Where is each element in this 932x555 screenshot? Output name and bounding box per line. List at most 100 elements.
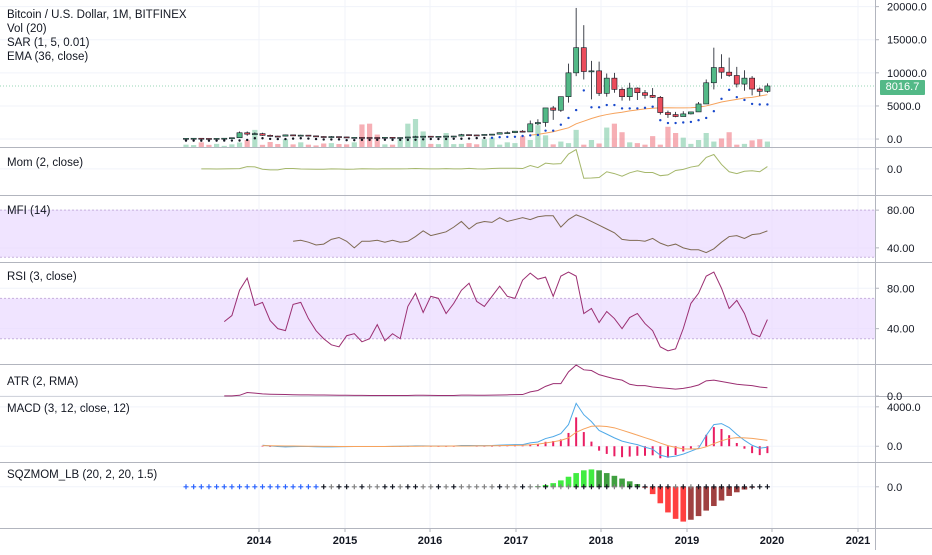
price-tick-label: 80.00 bbox=[887, 205, 915, 217]
volume-bar bbox=[344, 144, 349, 147]
candle bbox=[512, 131, 517, 133]
volume-bar bbox=[428, 144, 433, 147]
candle bbox=[237, 131, 242, 137]
squeeze-cross-marker bbox=[268, 484, 273, 489]
volume-bar bbox=[665, 127, 670, 147]
symbol-title[interactable]: Bitcoin / U.S. Dollar, 1M, BITFINEX bbox=[7, 8, 187, 22]
volume-bar bbox=[237, 142, 242, 147]
candle bbox=[673, 112, 678, 117]
candle bbox=[313, 136, 318, 137]
candle bbox=[375, 137, 380, 138]
candle-body bbox=[466, 135, 471, 136]
candle-body bbox=[421, 136, 426, 137]
candle-body bbox=[252, 134, 257, 135]
candle bbox=[520, 130, 525, 132]
sar-dot bbox=[231, 139, 233, 141]
price-tick-label: 0.0 bbox=[887, 164, 902, 176]
rsi-indicator-label[interactable]: RSI (3, close) bbox=[7, 270, 77, 284]
volume-bar bbox=[451, 144, 456, 147]
sar-dot bbox=[330, 138, 332, 140]
candle bbox=[688, 112, 693, 115]
candle-body bbox=[742, 78, 747, 84]
time-axis-label: 2018 bbox=[589, 535, 613, 547]
candle-body bbox=[398, 137, 403, 138]
volume-bar bbox=[405, 124, 410, 147]
candle-body bbox=[765, 86, 770, 91]
candle bbox=[650, 88, 655, 98]
candle-body bbox=[306, 135, 311, 136]
candle-body bbox=[505, 133, 510, 134]
candle-body bbox=[734, 75, 739, 84]
mfi-indicator-label[interactable]: MFI (14) bbox=[7, 204, 50, 218]
squeeze-cross-marker bbox=[451, 484, 456, 489]
candle bbox=[336, 137, 341, 138]
sar-dot bbox=[667, 122, 669, 124]
price-tick-label: 15000.0 bbox=[887, 35, 927, 47]
squeeze-cross-marker bbox=[757, 484, 762, 489]
candle-body bbox=[336, 137, 341, 138]
volume-bar bbox=[612, 124, 617, 147]
volume-bar bbox=[558, 142, 563, 147]
macd-histogram-bar bbox=[590, 442, 592, 447]
price-tick-label: 40.00 bbox=[887, 324, 915, 336]
volume-bar bbox=[298, 142, 303, 147]
sar-dot bbox=[200, 139, 202, 141]
volume-bar bbox=[512, 143, 517, 147]
sqzmom-indicator-label[interactable]: SQZMOM_LB (20, 2, 20, 1.5) bbox=[7, 468, 157, 482]
sar-dot bbox=[238, 139, 240, 141]
macd-histogram-bar bbox=[629, 446, 631, 456]
candle-body bbox=[535, 123, 540, 124]
sar-dot bbox=[514, 136, 516, 138]
mom-indicator-label[interactable]: Mom (2, close) bbox=[7, 156, 83, 170]
sar-dot bbox=[544, 129, 546, 131]
candle bbox=[711, 48, 716, 90]
macd-histogram-bar bbox=[583, 432, 585, 446]
mom-line bbox=[201, 150, 767, 179]
squeeze-cross-marker bbox=[237, 484, 242, 489]
sar-dot bbox=[437, 138, 439, 140]
candle-body bbox=[298, 135, 303, 136]
squeeze-cross-marker bbox=[298, 484, 303, 489]
volume-bar bbox=[696, 140, 701, 147]
sar-dot bbox=[208, 139, 210, 141]
sar-dot bbox=[498, 136, 500, 138]
sar-dot bbox=[636, 107, 638, 109]
atr-line bbox=[224, 365, 767, 396]
volume-bar bbox=[574, 130, 579, 147]
sar-dot bbox=[506, 136, 508, 138]
candle-body bbox=[229, 138, 234, 139]
candle bbox=[398, 137, 403, 138]
squeeze-cross-marker bbox=[382, 484, 387, 489]
ema-indicator-label[interactable]: EMA (36, close) bbox=[7, 50, 187, 64]
macd-indicator-label[interactable]: MACD (3, 12, close, 12) bbox=[7, 402, 130, 416]
ema-line bbox=[530, 95, 767, 135]
volume-bar bbox=[466, 143, 471, 147]
volume-bar bbox=[742, 144, 747, 147]
candle-body bbox=[191, 138, 196, 139]
atr-indicator-label[interactable]: ATR (2, RMA) bbox=[7, 375, 78, 389]
volume-bar bbox=[413, 119, 418, 147]
candle-body bbox=[619, 89, 624, 96]
candle bbox=[206, 138, 211, 139]
squeeze-cross-marker bbox=[497, 484, 502, 489]
candle-body bbox=[413, 137, 418, 138]
vol-indicator-label[interactable]: Vol (20) bbox=[7, 22, 187, 36]
sar-dot bbox=[338, 138, 340, 140]
candle bbox=[581, 25, 586, 79]
candle-body bbox=[329, 137, 334, 138]
candle bbox=[329, 136, 334, 137]
candle-body bbox=[635, 88, 640, 93]
candle bbox=[497, 132, 502, 134]
squeeze-momentum-bar bbox=[589, 469, 595, 486]
sar-indicator-label[interactable]: SAR (1, 5, 0.01) bbox=[7, 36, 187, 50]
sar-dot bbox=[644, 107, 646, 109]
volume-bar bbox=[581, 145, 586, 147]
candle-body bbox=[313, 136, 318, 137]
candle-body bbox=[658, 97, 663, 112]
volume-bar bbox=[206, 145, 211, 147]
volume-bar bbox=[283, 139, 288, 147]
volume-bar bbox=[183, 145, 188, 147]
squeeze-cross-marker bbox=[184, 484, 189, 489]
candle-body bbox=[696, 104, 701, 112]
candle-body bbox=[566, 73, 571, 97]
